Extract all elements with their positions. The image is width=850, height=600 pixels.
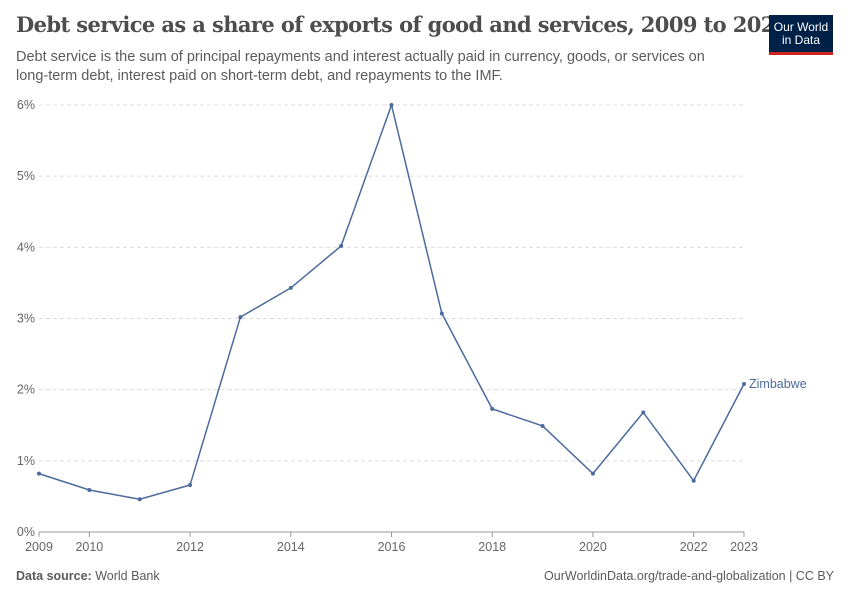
data-point[interactable] [641,410,646,415]
data-point[interactable] [288,285,293,290]
data-point[interactable] [439,311,444,316]
footer-link[interactable]: OurWorldinData.org/trade-and-globalizati… [544,569,834,583]
x-tick-label: 2020 [579,540,607,554]
data-point[interactable] [389,103,394,107]
source-link[interactable]: World Bank [95,569,160,583]
source-label: Data source: [16,569,92,583]
y-tick-label: 4% [17,240,35,254]
x-tick-label: 2012 [176,540,204,554]
data-point[interactable] [590,471,595,476]
x-tick-label: 2014 [277,540,305,554]
y-tick-label: 3% [17,312,35,326]
data-point[interactable] [540,423,545,428]
data-point[interactable] [37,471,41,476]
x-tick-label: 2010 [75,540,103,554]
y-tick-label: 2% [17,383,35,397]
y-tick-label: 6% [17,98,35,112]
y-tick-label: 0% [17,525,35,539]
x-tick-label: 2018 [478,540,506,554]
x-tick-label: 2016 [378,540,406,554]
data-point[interactable] [188,483,193,488]
y-tick-label: 5% [17,169,35,183]
data-point[interactable] [742,381,746,386]
chart-subtitle: Debt service is the sum of principal rep… [16,49,705,84]
series-line[interactable] [38,102,745,501]
x-tick-label: 2023 [730,540,758,554]
data-point[interactable] [339,243,344,248]
chart-title: Debt service as a share of exports of go… [16,12,789,37]
data-source: Data source: World Bank [16,569,160,583]
data-point[interactable] [691,478,696,483]
owid-logo[interactable]: Our World in Data [769,15,833,55]
series-label[interactable]: Zimbabwe [749,377,807,391]
x-tick-label: 2022 [680,540,708,554]
x-tick-label: 2009 [25,540,53,554]
data-point[interactable] [490,406,495,411]
data-point[interactable] [137,497,142,502]
y-tick-label: 1% [17,454,35,468]
data-point[interactable] [238,315,243,320]
data-point[interactable] [87,488,92,493]
